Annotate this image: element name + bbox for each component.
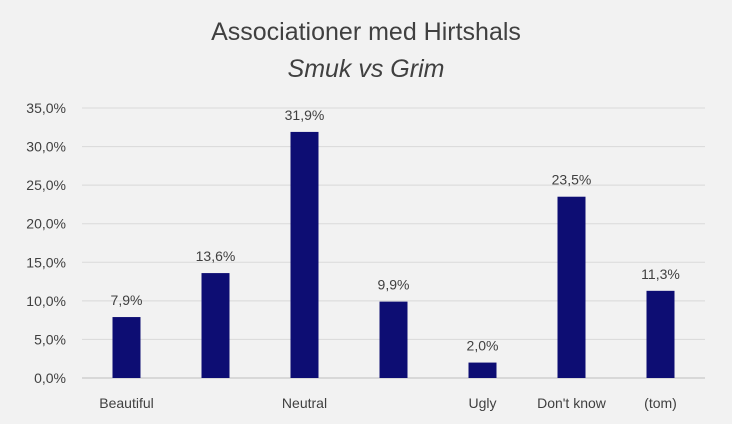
data-label: 9,9% xyxy=(378,277,410,293)
data-label: 7,9% xyxy=(111,292,143,308)
y-tick-label: 10,0% xyxy=(26,293,66,309)
y-tick-label: 20,0% xyxy=(26,216,66,232)
data-label: 11,3% xyxy=(641,266,680,282)
data-label: 31,9% xyxy=(285,107,325,123)
bar xyxy=(646,290,675,378)
y-tick-label: 25,0% xyxy=(26,177,66,193)
x-tick-label: Don't know xyxy=(537,395,607,411)
bar xyxy=(557,196,586,378)
bar xyxy=(468,362,497,378)
x-tick-label: Neutral xyxy=(282,395,327,411)
y-tick-label: 5,0% xyxy=(34,331,66,347)
bar xyxy=(201,273,230,378)
bar xyxy=(379,301,408,378)
x-tick-label: Ugly xyxy=(468,395,496,411)
y-tick-label: 30,0% xyxy=(26,139,66,155)
bar xyxy=(112,317,141,378)
y-tick-label: 15,0% xyxy=(26,254,66,270)
chart-title: Associationer med Hirtshals xyxy=(211,18,521,46)
bar xyxy=(290,131,319,378)
chart-subtitle: Smuk vs Grim xyxy=(287,55,445,83)
data-label: 23,5% xyxy=(552,172,592,188)
y-tick-label: 35,0% xyxy=(26,100,66,116)
data-label: 2,0% xyxy=(467,338,499,354)
x-tick-label: Beautiful xyxy=(99,395,153,411)
data-label: 13,6% xyxy=(196,248,236,264)
x-tick-label: (tom) xyxy=(644,395,677,411)
y-tick-label: 0,0% xyxy=(34,370,66,386)
